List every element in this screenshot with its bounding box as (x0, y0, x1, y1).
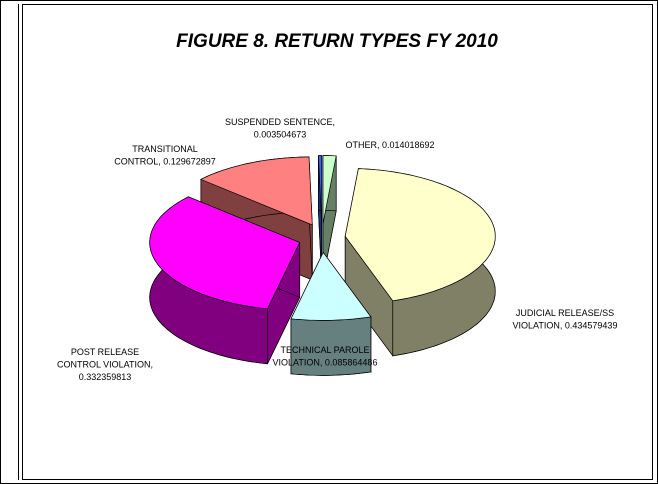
data-label: CONTROL VIOLATION, (57, 360, 153, 370)
data-label: POST RELEASE (71, 347, 139, 357)
data-label: TRANSITIONAL (132, 144, 198, 154)
data-label: 0.003504673 (254, 130, 307, 140)
slice (290, 251, 372, 321)
pie (149, 155, 496, 376)
slice (149, 196, 301, 310)
slice (200, 156, 313, 226)
slice (322, 155, 337, 224)
data-label: JUDICIAL RELEASE/SS (516, 308, 614, 318)
slice (318, 155, 323, 224)
slice (344, 168, 496, 302)
chart-frame (22, 4, 653, 480)
chart-title: FIGURE 8. RETURN TYPES FY 2010 (176, 31, 498, 52)
data-label: SUSPENDED SENTENCE, (225, 117, 335, 127)
data-label: 0.332359813 (79, 372, 132, 382)
data-label: OTHER, 0.014018692 (345, 140, 434, 150)
data-label: VIOLATION, 0.434579439 (513, 321, 618, 331)
data-labels: JUDICIAL RELEASE/SS VIOLATION, 0.43457943… (57, 117, 617, 382)
data-label: TECHNICAL PAROLE (280, 345, 369, 355)
data-label: VIOLATION, 0.085864486 (273, 358, 378, 368)
data-label: CONTROL, 0.129672897 (114, 157, 216, 167)
